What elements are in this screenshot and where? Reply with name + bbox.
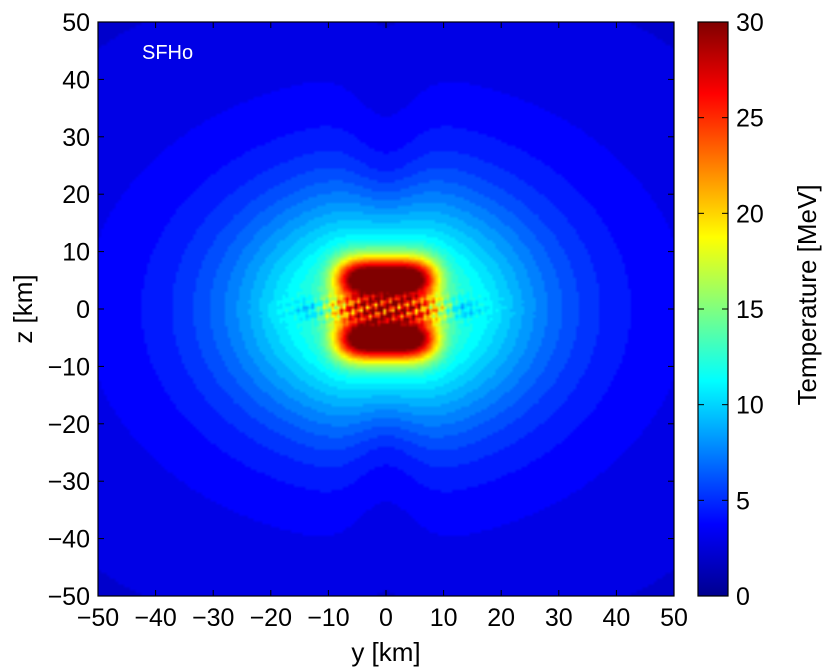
x-tick-label: 0 xyxy=(379,604,393,632)
y-tick-label: 30 xyxy=(62,124,90,152)
colorbar-ticks: 0 5 10 15 20 25 30 xyxy=(698,9,764,611)
colorbar-tick-label: 5 xyxy=(736,487,750,515)
colorbar-label: Temperature [MeV] xyxy=(792,184,822,405)
colorbar: 0 5 10 15 20 25 30 Temperature [MeV] xyxy=(697,9,822,611)
x-axis: −50 −40 −30 −20 −10 0 10 20 30 40 50 xyxy=(77,22,688,632)
x-tick-label: −40 xyxy=(134,604,176,632)
colorbar-tick-label: 20 xyxy=(736,200,764,228)
y-tick-label: −50 xyxy=(48,583,90,611)
x-tick-label: −30 xyxy=(192,604,234,632)
colorbar-tick-label: 10 xyxy=(736,392,764,420)
y-tick-label: 0 xyxy=(76,296,90,324)
y-tick-label: 10 xyxy=(62,239,90,267)
x-tick-label: −20 xyxy=(250,604,292,632)
colorbar-tick-label: 30 xyxy=(736,9,764,37)
y-axis: −50 −40 −30 −20 −10 0 10 20 30 40 50 xyxy=(48,9,674,611)
colorbar-tick-label: 0 xyxy=(736,583,750,611)
x-tick-label: 30 xyxy=(545,604,573,632)
x-tick-label: 40 xyxy=(602,604,630,632)
y-axis-label: z [km] xyxy=(8,274,38,343)
model-annotation: SFHo xyxy=(142,42,193,64)
y-tick-label: −10 xyxy=(48,353,90,381)
colorbar-tick-label: 15 xyxy=(736,296,764,324)
x-tick-label: 10 xyxy=(430,604,458,632)
y-tick-label: −30 xyxy=(48,468,90,496)
heatmap-area xyxy=(97,21,675,597)
y-tick-label: 20 xyxy=(62,181,90,209)
x-tick-label: −50 xyxy=(77,604,119,632)
x-tick-label: 20 xyxy=(487,604,515,632)
y-tick-label: −20 xyxy=(48,411,90,439)
x-axis-label: y [km] xyxy=(351,637,420,667)
temperature-field xyxy=(98,22,674,596)
x-tick-label: 50 xyxy=(660,604,688,632)
y-tick-label: 50 xyxy=(62,9,90,37)
x-tick-label: −10 xyxy=(307,604,349,632)
y-tick-label: −40 xyxy=(48,526,90,554)
y-tick-label: 40 xyxy=(62,66,90,94)
colorbar-tick-label: 25 xyxy=(736,105,764,133)
